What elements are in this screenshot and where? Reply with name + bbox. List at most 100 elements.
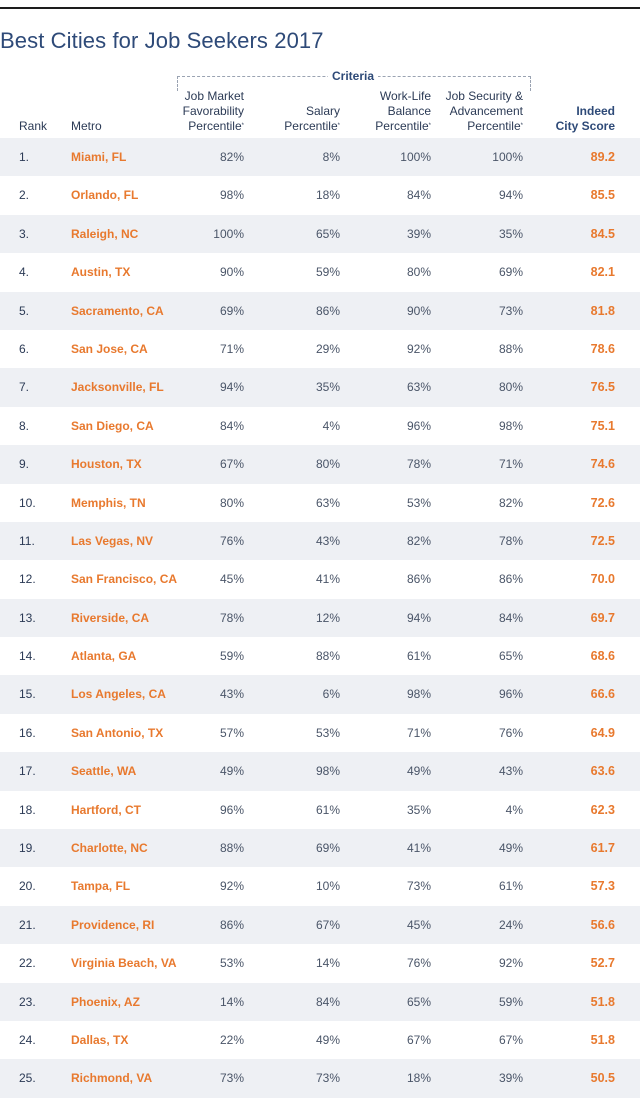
- header-work-life-line3: Percentile*: [341, 119, 431, 134]
- job-security-cell: 80%: [498, 380, 523, 395]
- header-job-security-line3: Percentile*: [423, 119, 523, 134]
- table-row: 6. San Jose, CA 71% 29% 92% 88% 78.6: [0, 330, 640, 368]
- job-market-cell: 14%: [219, 994, 244, 1009]
- job-security-cell: 59%: [498, 994, 523, 1009]
- rank-cell: 25.: [19, 1071, 36, 1086]
- header-job-market: Job Market Favorability Percentile*: [134, 89, 244, 134]
- job-security-cell: 86%: [498, 572, 523, 587]
- table-row: 17. Seattle, WA 49% 98% 49% 43% 63.6: [0, 752, 640, 791]
- table-row: 11. Las Vegas, NV 76% 43% 82% 78% 72.5: [0, 521, 640, 561]
- job-market-cell: 53%: [219, 956, 244, 971]
- salary-cell: 43%: [315, 533, 340, 548]
- rank-cell: 12.: [19, 572, 36, 587]
- city-score-cell: 72.5: [590, 533, 615, 548]
- table-row: 19. Charlotte, NC 88% 69% 41% 49% 61.7: [0, 829, 640, 868]
- job-security-cell: 4%: [505, 802, 523, 817]
- job-security-cell: 82%: [498, 495, 523, 510]
- job-market-cell: 94%: [219, 380, 244, 395]
- metro-cell: Houston, TX: [71, 457, 142, 472]
- city-score-cell: 81.8: [590, 303, 615, 318]
- work-life-cell: 41%: [406, 841, 431, 856]
- work-life-cell: 96%: [406, 418, 431, 433]
- salary-cell: 73%: [315, 1071, 340, 1086]
- asterisk-note: *: [337, 123, 340, 129]
- rank-cell: 14.: [19, 649, 36, 664]
- city-score-cell: 51.8: [590, 994, 615, 1009]
- rankings-table: 1. Miami, FL 82% 8% 100% 100% 89.2 2. Orlando, F…: [0, 138, 640, 1098]
- job-security-cell: 98%: [498, 418, 523, 433]
- table-row: 2. Orlando, FL 98% 18% 84% 94% 85.5: [0, 176, 640, 214]
- job-market-cell: 84%: [219, 418, 244, 433]
- work-life-cell: 82%: [406, 533, 431, 548]
- work-life-cell: 80%: [406, 265, 431, 280]
- metro-cell: San Jose, CA: [71, 341, 148, 356]
- job-security-cell: 100%: [492, 150, 523, 164]
- asterisk-note: *: [520, 123, 523, 129]
- work-life-cell: 94%: [406, 610, 431, 625]
- job-market-cell: 100%: [213, 226, 244, 241]
- job-security-cell: 71%: [498, 457, 523, 472]
- table-row: 10. Memphis, TN 80% 63% 53% 82% 72.6: [0, 484, 640, 522]
- rank-cell: 7.: [19, 380, 30, 395]
- header-job-market-line2: Favorability: [182, 104, 244, 118]
- city-score-cell: 52.7: [590, 956, 615, 971]
- rank-cell: 13.: [19, 610, 36, 625]
- work-life-cell: 18%: [406, 1071, 431, 1086]
- header-job-market-line1: Job Market: [184, 89, 244, 103]
- metro-cell: Riverside, CA: [71, 610, 150, 625]
- job-security-cell: 69%: [498, 265, 523, 280]
- table-row: 21. Providence, RI 86% 67% 45% 24% 56.6: [0, 905, 640, 945]
- rank-cell: 19.: [19, 841, 36, 856]
- salary-cell: 84%: [315, 994, 340, 1009]
- city-score-cell: 76.5: [590, 380, 615, 395]
- job-security-cell: 39%: [498, 1071, 523, 1086]
- header-salary-line2: Percentile*: [250, 119, 340, 134]
- metro-cell: Atlanta, GA: [71, 649, 137, 664]
- job-market-cell: 49%: [219, 764, 244, 779]
- job-security-cell: 73%: [498, 303, 523, 318]
- salary-cell: 59%: [315, 265, 340, 280]
- job-security-cell: 35%: [498, 226, 523, 241]
- work-life-cell: 63%: [406, 380, 431, 395]
- header-work-life: Work-Life Balance Percentile*: [341, 89, 431, 134]
- table-row: 23. Phoenix, AZ 14% 84% 65% 59% 51.8: [0, 982, 640, 1021]
- job-security-cell: 96%: [498, 687, 523, 702]
- job-market-cell: 43%: [219, 687, 244, 702]
- job-security-cell: 49%: [498, 841, 523, 856]
- table-row: 24. Dallas, TX 22% 49% 67% 67% 51.8: [0, 1021, 640, 1059]
- metro-cell: San Francisco, CA: [71, 572, 178, 587]
- metro-cell: Providence, RI: [71, 917, 155, 932]
- work-life-cell: 49%: [406, 764, 431, 779]
- work-life-cell: 35%: [406, 802, 431, 817]
- header-salary-line1: Salary: [305, 104, 340, 118]
- table-row: 16. San Antonio, TX 57% 53% 71% 76% 64.9: [0, 714, 640, 752]
- rank-cell: 20.: [19, 879, 36, 894]
- rank-cell: 6.: [19, 341, 30, 356]
- city-score-cell: 57.3: [590, 879, 615, 894]
- header-job-security: Job Security & Advancement Percentile*: [423, 89, 523, 134]
- salary-cell: 6%: [322, 687, 340, 702]
- rank-cell: 16.: [19, 725, 36, 740]
- metro-cell: Raleigh, NC: [71, 226, 139, 241]
- work-life-cell: 92%: [406, 341, 431, 356]
- salary-cell: 12%: [315, 610, 340, 625]
- job-security-cell: 94%: [498, 188, 523, 203]
- job-market-cell: 88%: [219, 841, 244, 856]
- salary-cell: 69%: [315, 841, 340, 856]
- work-life-cell: 53%: [406, 495, 431, 510]
- metro-cell: Orlando, FL: [71, 188, 139, 203]
- city-score-cell: 56.6: [590, 917, 615, 932]
- city-score-cell: 63.6: [590, 764, 615, 779]
- table-row: 20. Tampa, FL 92% 10% 73% 61% 57.3: [0, 867, 640, 905]
- rank-cell: 18.: [19, 802, 36, 817]
- salary-cell: 61%: [315, 802, 340, 817]
- job-security-cell: 61%: [498, 879, 523, 894]
- header-salary-text: Percentile: [284, 119, 338, 133]
- salary-cell: 18%: [315, 188, 340, 203]
- rank-cell: 11.: [19, 533, 35, 548]
- asterisk-note: *: [241, 123, 244, 129]
- job-security-cell: 88%: [498, 341, 523, 356]
- work-life-cell: 86%: [406, 572, 431, 587]
- salary-cell: 63%: [315, 495, 340, 510]
- asterisk-note: *: [428, 123, 431, 129]
